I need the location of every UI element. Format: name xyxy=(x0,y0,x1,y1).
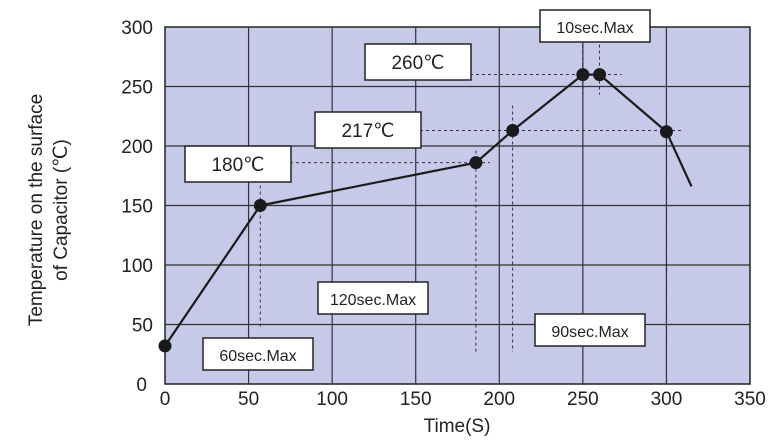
label-120sec: 120sec.Max xyxy=(317,281,429,315)
y-tick-label: 150 xyxy=(121,197,153,218)
y-tick-label: 250 xyxy=(121,78,153,99)
annotations: 180℃ 217℃ 260℃ 10sec.Max 120sec.Max 60sec.Max… xyxy=(184,9,651,371)
label-217c-box xyxy=(314,111,422,149)
profile-point xyxy=(469,156,483,170)
label-10sec-box xyxy=(539,9,651,43)
label-60sec-box xyxy=(202,337,314,371)
label-260c-box xyxy=(364,43,472,81)
label-90sec-box xyxy=(534,313,646,347)
label-260c-text: 260℃ xyxy=(391,53,444,74)
y-tick-label: 100 xyxy=(121,256,153,277)
y-axis-title-line-2: of Capacitor (℃) xyxy=(51,139,72,281)
label-180c-text: 180℃ xyxy=(211,155,264,176)
label-90sec-text: 90sec.Max xyxy=(551,324,628,341)
label-60sec-text: 60sec.Max xyxy=(219,348,296,365)
label-260c: 260℃ xyxy=(364,43,472,81)
y-tick-label: 300 xyxy=(121,18,153,39)
label-10sec-text: 10sec.Max xyxy=(556,20,633,37)
x-axis-title: Time(S) xyxy=(424,416,491,437)
profile-point xyxy=(253,199,267,212)
profile-point xyxy=(576,68,590,82)
y-axis-title-line-1: Temperature on the surface xyxy=(26,94,47,326)
label-120sec-box xyxy=(317,281,429,315)
label-180c: 180℃ xyxy=(184,145,292,183)
label-90sec: 90sec.Max xyxy=(534,313,646,347)
x-tick-label: 200 xyxy=(483,389,515,410)
profile-point xyxy=(659,125,673,139)
profile-point xyxy=(158,339,172,353)
label-60sec: 60sec.Max xyxy=(202,337,314,371)
y-tick-label: 200 xyxy=(121,137,153,158)
x-tick-label: 0 xyxy=(160,389,171,410)
profile-point xyxy=(506,124,520,138)
label-217c: 217℃ xyxy=(314,111,422,149)
x-tick-label: 250 xyxy=(567,389,599,410)
tick-labels: 0 50 100 150 200 250 300 350 0 50 100 150 200 250 300 xyxy=(121,18,766,410)
y-tick-label: 0 xyxy=(136,375,147,396)
x-tick-label: 50 xyxy=(238,389,259,410)
x-tick-label: 100 xyxy=(316,389,348,410)
x-tick-label: 300 xyxy=(651,389,683,410)
profile-line xyxy=(164,73,693,347)
x-tick-label: 350 xyxy=(734,389,766,410)
series xyxy=(158,68,693,353)
label-217c-text: 217℃ xyxy=(341,121,394,142)
label-10sec: 10sec.Max xyxy=(539,9,651,43)
label-120sec-text: 120sec.Max xyxy=(330,292,416,309)
label-180c-box xyxy=(184,145,292,183)
profile-point xyxy=(593,68,607,82)
y-tick-label: 50 xyxy=(132,316,153,337)
x-tick-label: 150 xyxy=(400,389,432,410)
